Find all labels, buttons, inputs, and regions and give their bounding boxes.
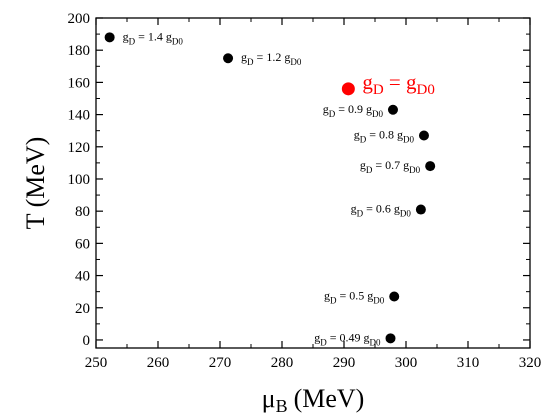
label-ref-sub: D0 xyxy=(290,57,301,67)
label-ref-sub: D0 xyxy=(409,165,420,175)
data-point xyxy=(385,333,396,344)
x-tick-label: 310 xyxy=(457,355,480,371)
x-axis-title: μB (MeV) xyxy=(262,384,365,416)
y-tick-label: 60 xyxy=(75,236,90,252)
y-tick-label: 40 xyxy=(75,269,90,285)
label-value: = 0.8 g xyxy=(366,128,403,142)
label-symbol: g xyxy=(314,330,320,344)
label-symbol: g xyxy=(354,128,360,142)
label-value: = 1.4 g xyxy=(135,29,172,43)
label-symbol: g xyxy=(360,158,366,172)
data-point xyxy=(425,161,436,172)
label-symbol: g xyxy=(362,70,373,94)
data-point-label: gD = 0.6 gD0 xyxy=(351,202,412,219)
label-symbol-sub: D xyxy=(129,36,136,46)
data-point-label: gD = 1.2 gD0 xyxy=(241,50,302,67)
axis-ticks xyxy=(95,17,531,348)
data-point xyxy=(387,104,398,115)
data-point-label: gD = 0.49 gD0 xyxy=(314,330,381,347)
x-tick-label: 320 xyxy=(519,355,542,371)
data-point-label: gD = gD0 xyxy=(362,70,435,98)
data-point-label: gD = 0.9 gD0 xyxy=(323,102,384,119)
label-symbol-sub: D xyxy=(320,337,327,347)
data-point-label: gD = 0.5 gD0 xyxy=(324,288,385,305)
x-axis-title-main: μ xyxy=(262,384,276,413)
data-point xyxy=(104,32,115,43)
highlight-data-point xyxy=(341,82,355,96)
x-tick-label: 270 xyxy=(209,355,232,371)
label-symbol-sub: D xyxy=(329,109,336,119)
label-value: = 0.7 g xyxy=(372,158,409,172)
data-point-label: gD = 0.7 gD0 xyxy=(360,158,421,175)
label-symbol: g xyxy=(123,29,129,43)
x-tick-label: 290 xyxy=(333,355,356,371)
x-tick-label: 300 xyxy=(395,355,418,371)
y-tick-label: 80 xyxy=(75,204,90,220)
y-tick-label: 160 xyxy=(68,75,91,91)
label-ref-sub: D0 xyxy=(373,295,384,305)
label-symbol: g xyxy=(351,202,357,216)
label-ref-sub: D0 xyxy=(403,135,414,145)
data-point xyxy=(415,204,426,215)
y-tick-label: 140 xyxy=(68,108,91,124)
label-ref-sub: D0 xyxy=(417,82,435,98)
data-point xyxy=(223,53,234,64)
y-tick-label: 20 xyxy=(75,301,90,317)
y-tick-label: 120 xyxy=(68,140,91,156)
label-ref-sub: D0 xyxy=(400,209,411,219)
tick-labels: 250 260 270 280 290 300 310 320 0 20 40 60 80 100 120 1… xyxy=(68,11,542,371)
label-value: = 0.6 g xyxy=(363,202,400,216)
data-points xyxy=(104,32,436,344)
plot-frame xyxy=(95,17,531,349)
label-ref-sub: D0 xyxy=(172,36,183,46)
label-ref-sub: D0 xyxy=(370,337,381,347)
label-symbol-sub: D xyxy=(357,209,364,219)
x-axis-title-sub: B xyxy=(276,396,288,416)
label-ref-sub: D0 xyxy=(372,109,383,119)
data-point-label: gD = 0.8 gD0 xyxy=(354,128,415,145)
label-value: = 0.49 g xyxy=(327,330,370,344)
y-tick-label: 180 xyxy=(68,43,91,59)
label-symbol-sub: D xyxy=(330,295,337,305)
y-axis-title: T (MeV) xyxy=(21,137,50,230)
label-symbol: g xyxy=(324,288,330,302)
label-symbol-sub: D xyxy=(366,165,373,175)
label-value: = g xyxy=(384,70,417,94)
label-value: = 1.2 g xyxy=(254,50,291,64)
label-value: = 0.9 g xyxy=(335,102,372,116)
label-value: = 0.5 g xyxy=(336,288,373,302)
y-tick-label: 0 xyxy=(83,333,91,349)
data-point xyxy=(418,130,429,141)
data-point xyxy=(389,291,400,302)
x-axis-title-unit: (MeV) xyxy=(294,384,365,413)
label-symbol-sub: D xyxy=(360,135,367,145)
y-tick-label: 100 xyxy=(68,172,91,188)
label-symbol-sub: D xyxy=(373,82,384,98)
label-symbol-sub: D xyxy=(247,57,254,67)
data-point-label: gD = 1.4 gD0 xyxy=(123,29,184,46)
label-symbol: g xyxy=(241,50,247,64)
label-symbol: g xyxy=(323,102,329,116)
x-tick-label: 280 xyxy=(271,355,294,371)
y-tick-label: 200 xyxy=(68,11,91,27)
x-tick-label: 260 xyxy=(147,355,170,371)
x-tick-label: 250 xyxy=(85,355,108,371)
